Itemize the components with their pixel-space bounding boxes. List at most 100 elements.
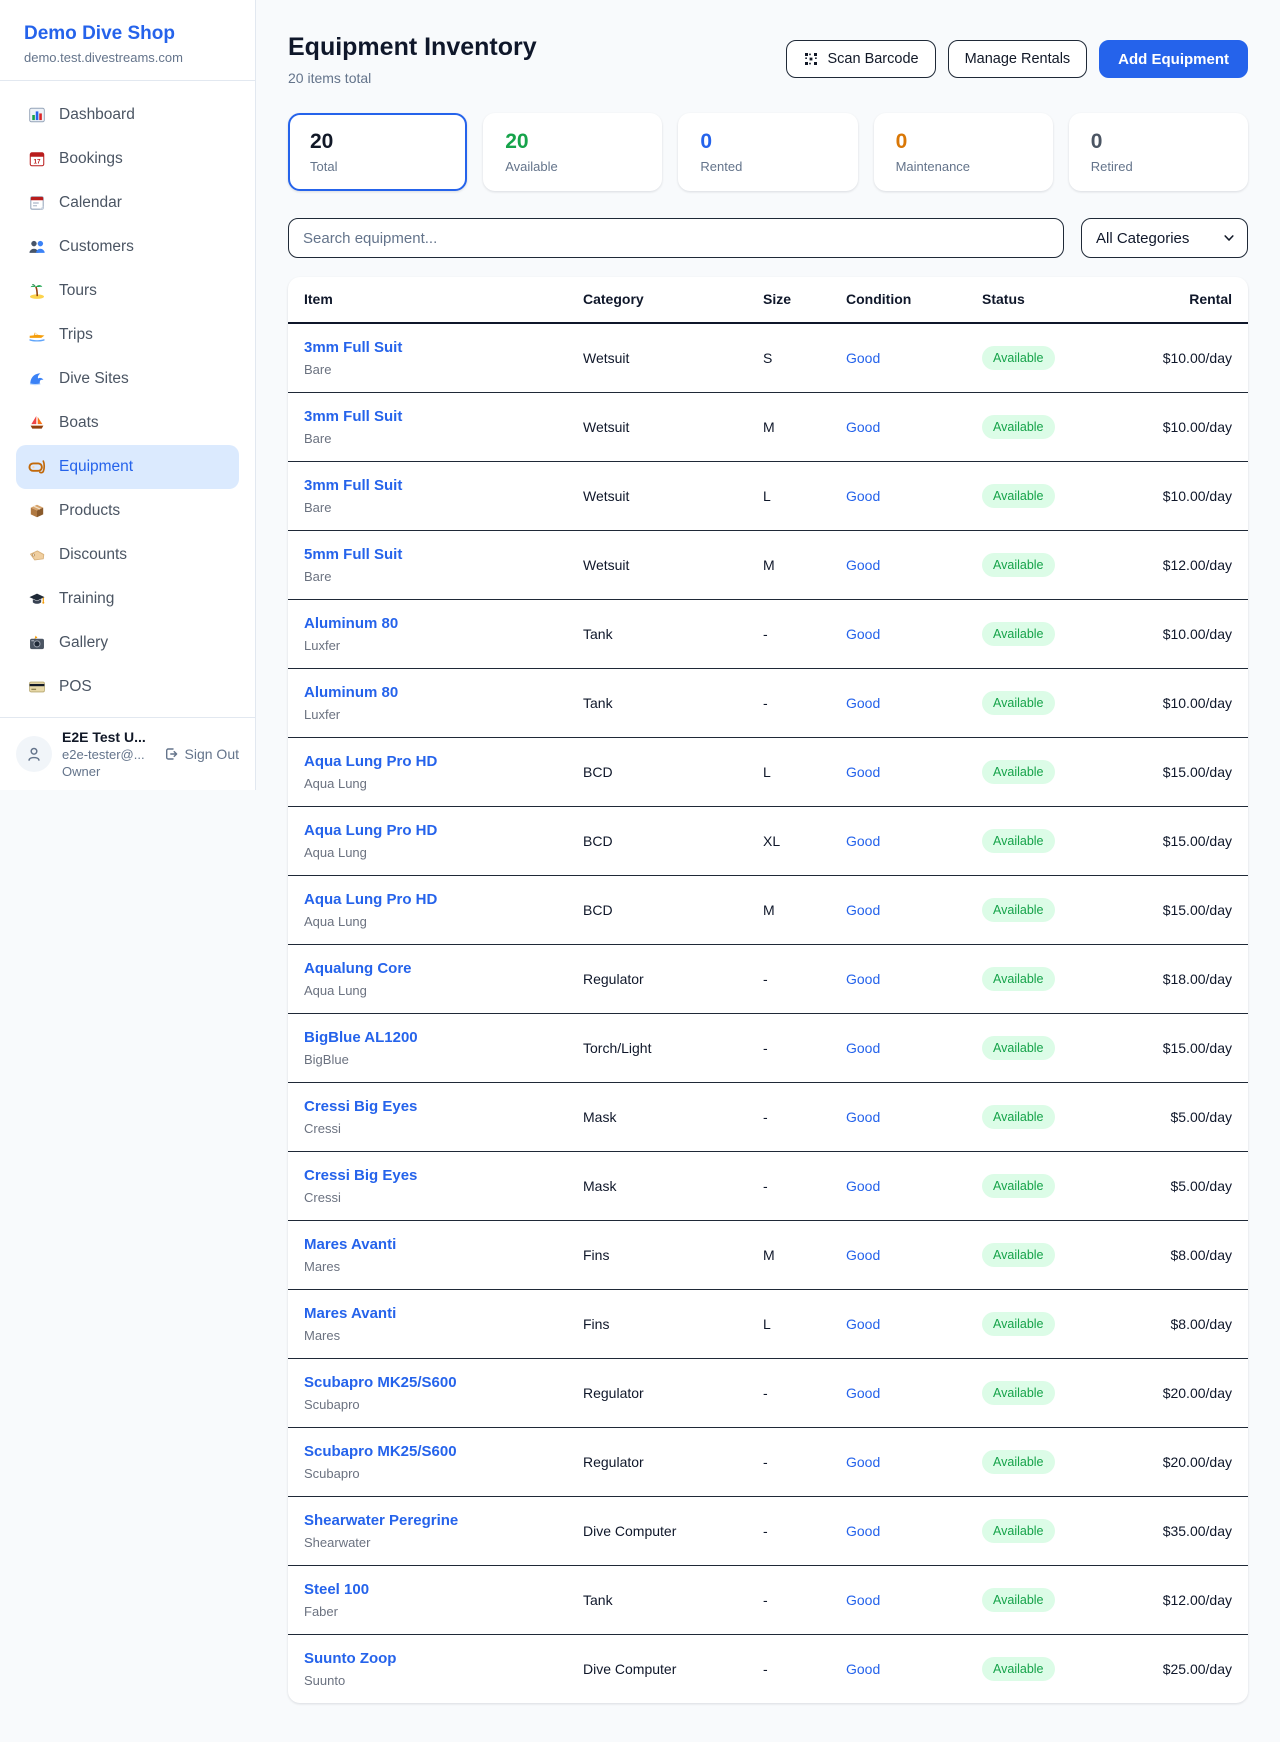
condition-link[interactable]: Good — [846, 695, 881, 711]
stat-label: Total — [310, 159, 338, 174]
sidebar-item-equipment[interactable]: Equipment — [16, 445, 239, 489]
item-brand: Luxfer — [304, 707, 341, 722]
item-link[interactable]: Aqua Lung Pro HD — [304, 891, 438, 908]
table-row[interactable]: Aluminum 80 Luxfer Tank - Good Available… — [288, 599, 1248, 669]
item-link[interactable]: Scubapro MK25/S600 — [304, 1443, 457, 1460]
table-row[interactable]: Scubapro MK25/S600 Scubapro Regulator - … — [288, 1427, 1248, 1497]
cell-category: Tank — [567, 668, 747, 738]
sidebar-item-boats[interactable]: Boats — [16, 401, 239, 445]
table-row[interactable]: 5mm Full Suit Bare Wetsuit M Good Availa… — [288, 530, 1248, 600]
condition-link[interactable]: Good — [846, 1247, 881, 1263]
item-link[interactable]: BigBlue AL1200 — [304, 1029, 418, 1046]
item-link[interactable]: Mares Avanti — [304, 1236, 397, 1253]
table-row[interactable]: Cressi Big Eyes Cressi Mask - Good Avail… — [288, 1082, 1248, 1152]
sidebar-item-calendar[interactable]: Calendar — [16, 181, 239, 225]
item-link[interactable]: Mares Avanti — [304, 1305, 397, 1322]
item-link[interactable]: Aluminum 80 — [304, 615, 399, 632]
condition-link[interactable]: Good — [846, 1661, 881, 1677]
item-link[interactable]: Cressi Big Eyes — [304, 1098, 418, 1115]
condition-link[interactable]: Good — [846, 557, 881, 573]
condition-link[interactable]: Good — [846, 419, 881, 435]
stat-card-maintenance[interactable]: 0 Maintenance — [873, 113, 1053, 191]
category-select[interactable]: All Categories — [1081, 218, 1248, 258]
item-link[interactable]: Aqua Lung Pro HD — [304, 822, 438, 839]
table-row[interactable]: Aluminum 80 Luxfer Tank - Good Available… — [288, 668, 1248, 738]
condition-link[interactable]: Good — [846, 350, 881, 366]
item-link[interactable]: Aluminum 80 — [304, 684, 399, 701]
table-row[interactable]: BigBlue AL1200 BigBlue Torch/Light - Goo… — [288, 1013, 1248, 1083]
condition-link[interactable]: Good — [846, 1385, 881, 1401]
cell-rental: $15.00/day — [1106, 806, 1248, 876]
col-header-category: Category — [567, 277, 747, 324]
status-badge: Available — [982, 898, 1055, 922]
sidebar-item-tours[interactable]: Tours — [16, 269, 239, 313]
pos-icon — [28, 678, 46, 696]
item-link[interactable]: 3mm Full Suit — [304, 339, 403, 356]
manage-rentals-button[interactable]: Manage Rentals — [947, 40, 1088, 78]
stat-card-rented[interactable]: 0 Rented — [678, 113, 858, 191]
table-row[interactable]: Aqualung Core Aqua Lung Regulator - Good… — [288, 944, 1248, 1014]
search-input[interactable] — [288, 218, 1064, 258]
table-row[interactable]: Steel 100 Faber Tank - Good Available $1… — [288, 1565, 1248, 1635]
item-link[interactable]: Cressi Big Eyes — [304, 1167, 418, 1184]
sidebar-item-training[interactable]: Training — [16, 577, 239, 621]
add-equipment-button[interactable]: Add Equipment — [1099, 40, 1248, 78]
table-row[interactable]: Aqua Lung Pro HD Aqua Lung BCD XL Good A… — [288, 806, 1248, 876]
cell-size: - — [747, 1496, 830, 1566]
condition-link[interactable]: Good — [846, 1316, 881, 1332]
table-row[interactable]: 3mm Full Suit Bare Wetsuit S Good Availa… — [288, 323, 1248, 393]
item-link[interactable]: Shearwater Peregrine — [304, 1512, 459, 1529]
sidebar-item-customers[interactable]: Customers — [16, 225, 239, 269]
sidebar-item-dashboard[interactable]: Dashboard — [16, 93, 239, 137]
item-link[interactable]: 5mm Full Suit — [304, 546, 403, 563]
sidebar-item-discounts[interactable]: Discounts — [16, 533, 239, 577]
table-row[interactable]: Suunto Zoop Suunto Dive Computer - Good … — [288, 1635, 1248, 1704]
condition-link[interactable]: Good — [846, 626, 881, 642]
cell-category: Dive Computer — [567, 1496, 747, 1566]
item-link[interactable]: Suunto Zoop — [304, 1650, 397, 1667]
condition-link[interactable]: Good — [846, 764, 881, 780]
table-row[interactable]: Shearwater Peregrine Shearwater Dive Com… — [288, 1496, 1248, 1566]
stat-card-retired[interactable]: 0 Retired — [1068, 113, 1248, 191]
table-row[interactable]: Mares Avanti Mares Fins M Good Available… — [288, 1220, 1248, 1290]
condition-link[interactable]: Good — [846, 1178, 881, 1194]
sidebar-item-pos[interactable]: POS — [16, 665, 239, 709]
item-link[interactable]: Aqualung Core — [304, 960, 412, 977]
condition-link[interactable]: Good — [846, 1109, 881, 1125]
table-row[interactable]: Aqua Lung Pro HD Aqua Lung BCD M Good Av… — [288, 875, 1248, 945]
condition-link[interactable]: Good — [846, 833, 881, 849]
table-row[interactable]: Mares Avanti Mares Fins L Good Available… — [288, 1289, 1248, 1359]
sidebar-item-bookings[interactable]: Bookings — [16, 137, 239, 181]
table-row[interactable]: Scubapro MK25/S600 Scubapro Regulator - … — [288, 1358, 1248, 1428]
item-brand: Aqua Lung — [304, 983, 367, 998]
item-link[interactable]: Scubapro MK25/S600 — [304, 1374, 457, 1391]
condition-link[interactable]: Good — [846, 488, 881, 504]
item-link[interactable]: 3mm Full Suit — [304, 477, 403, 494]
table-row[interactable]: Cressi Big Eyes Cressi Mask - Good Avail… — [288, 1151, 1248, 1221]
table-row[interactable]: 3mm Full Suit Bare Wetsuit L Good Availa… — [288, 461, 1248, 531]
sidebar-item-trips[interactable]: Trips — [16, 313, 239, 357]
item-link[interactable]: Steel 100 — [304, 1581, 370, 1598]
table-row[interactable]: Aqua Lung Pro HD Aqua Lung BCD L Good Av… — [288, 737, 1248, 807]
condition-link[interactable]: Good — [846, 971, 881, 987]
sidebar-item-products[interactable]: Products — [16, 489, 239, 533]
brand-name[interactable]: Demo Dive Shop — [24, 23, 175, 44]
condition-link[interactable]: Good — [846, 1454, 881, 1470]
table-row[interactable]: 3mm Full Suit Bare Wetsuit M Good Availa… — [288, 392, 1248, 462]
condition-link[interactable]: Good — [846, 1523, 881, 1539]
item-link[interactable]: 3mm Full Suit — [304, 408, 403, 425]
sidebar-item-gallery[interactable]: Gallery — [16, 621, 239, 665]
scan-barcode-button[interactable]: Scan Barcode — [786, 40, 936, 78]
sidebar-item-dive-sites[interactable]: Dive Sites — [16, 357, 239, 401]
stat-card-total[interactable]: 20 Total — [288, 113, 468, 191]
status-badge: Available — [982, 1588, 1055, 1612]
cell-category: Regulator — [567, 1427, 747, 1497]
item-link[interactable]: Aqua Lung Pro HD — [304, 753, 438, 770]
condition-link[interactable]: Good — [846, 1592, 881, 1608]
cell-category: Fins — [567, 1220, 747, 1290]
condition-link[interactable]: Good — [846, 1040, 881, 1056]
condition-link[interactable]: Good — [846, 902, 881, 918]
sign-out-button[interactable]: Sign Out — [163, 746, 239, 762]
stat-card-available[interactable]: 20 Available — [483, 113, 663, 191]
